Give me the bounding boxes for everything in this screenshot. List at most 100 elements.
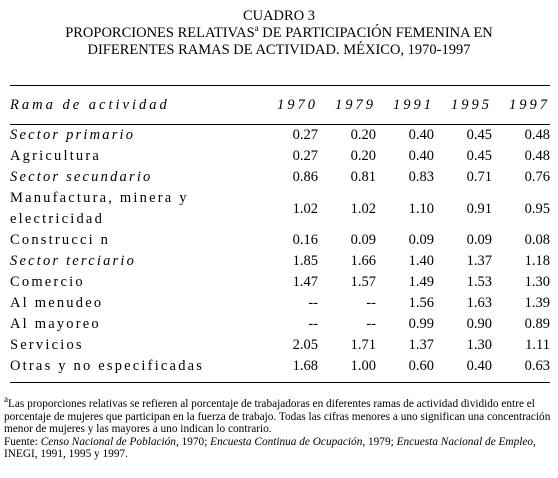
column-header: 1995 <box>434 85 492 125</box>
source-part: , INEGI, 1991, 1995 y 1997. <box>4 435 536 461</box>
cell: 0.40 <box>408 127 434 143</box>
row-label: Manufactura, minera y electricidad <box>10 188 260 230</box>
cell: -- <box>308 316 318 332</box>
table-row: Manufactura, minera y electricidad 1.02 1.0… <box>10 188 550 230</box>
cell: 1.85 <box>292 253 318 269</box>
cell: 1.57 <box>350 274 376 290</box>
row-label: Al menudeo <box>10 295 104 311</box>
cell: 0.83 <box>408 169 434 185</box>
title-marker: a <box>254 23 259 34</box>
cell: 0.48 <box>524 148 550 164</box>
cell: 1.00 <box>318 356 376 383</box>
cell: 1.39 <box>524 295 550 311</box>
footnote-text: Las proporciones relativas se refieren a… <box>4 398 551 435</box>
cell: 0.09 <box>408 232 434 248</box>
table-row: Al mayoreo -- -- 0.99 0.90 0.89 <box>10 314 550 335</box>
cell: -- <box>308 295 318 311</box>
cell: 1.68 <box>260 356 318 383</box>
row-label: Sector primario <box>10 127 136 143</box>
cell: 0.09 <box>350 232 376 248</box>
cell: 0.27 <box>292 148 318 164</box>
cell: 0.99 <box>408 316 434 332</box>
cell: 1.63 <box>466 295 492 311</box>
row-label: Sector secundario <box>10 169 153 185</box>
cell: 1.02 <box>350 200 376 217</box>
column-header: 1997 <box>492 85 550 125</box>
table-row: Sector primario 0.27 0.20 0.40 0.45 0.48 <box>10 125 550 147</box>
cell: 0.86 <box>292 169 318 185</box>
table-row: Servicios 2.05 1.71 1.37 1.30 1.11 <box>10 335 550 356</box>
cell: 0.09 <box>466 232 492 248</box>
table-row: Sector secundario 0.86 0.81 0.83 0.71 0.76 <box>10 167 550 188</box>
column-header: 1991 <box>376 85 434 125</box>
cell: 1.37 <box>466 253 492 269</box>
row-label: Al mayoreo <box>10 316 101 332</box>
column-header: 1979 <box>318 85 376 125</box>
title-line: DIFERENTES RAMAS DE ACTIVIDAD. MÉXICO, 1… <box>87 42 471 58</box>
row-label: Servicios <box>10 337 84 353</box>
cell: 0.40 <box>408 148 434 164</box>
cell: 1.40 <box>408 253 434 269</box>
cell: 1.71 <box>350 337 376 353</box>
cell: 2.05 <box>292 337 318 353</box>
cell: 0.20 <box>350 148 376 164</box>
source-part: Encuesta Nacional de Empleo <box>396 435 534 448</box>
title-text: PROPORCIONES RELATIVAS <box>65 25 255 41</box>
cell: 1.49 <box>408 274 434 290</box>
source-part: Fuente: <box>4 435 41 448</box>
cell: 1.18 <box>524 253 550 269</box>
cell: 0.16 <box>292 232 318 248</box>
cell: 1.47 <box>292 274 318 290</box>
table-row: Otras y no especificadas 1.68 1.00 0.60 0.40… <box>10 356 550 383</box>
header-row: Rama de actividad 1970 1979 1991 1995 1997 <box>10 85 550 125</box>
row-label-line: electricidad <box>10 211 105 227</box>
row-label-line: Manufactura, minera y <box>10 190 189 206</box>
cell: 1.53 <box>466 274 492 290</box>
row-label: Agricultura <box>10 148 102 164</box>
cell: 0.20 <box>350 127 376 143</box>
cell: 0.27 <box>292 127 318 143</box>
source-part: Censo Nacional de Población <box>40 435 176 448</box>
cell: 1.37 <box>408 337 434 353</box>
footnote-marker: a <box>4 394 8 405</box>
notes: aLas proporciones relativas se refieren … <box>4 395 554 461</box>
cell: 0.45 <box>466 127 492 143</box>
table-row: Construcci n 0.16 0.09 0.09 0.09 0.08 <box>10 230 550 251</box>
source-part: , 1970; <box>175 435 211 448</box>
cell: 0.60 <box>376 356 434 383</box>
cell: 1.10 <box>408 200 434 217</box>
cell: 0.08 <box>524 232 550 248</box>
cell: 0.40 <box>434 356 492 383</box>
cell: 0.63 <box>492 356 550 383</box>
data-table: Rama de actividad 1970 1979 1991 1995 1997 Sec… <box>10 85 550 383</box>
table-row: Agricultura 0.27 0.20 0.40 0.45 0.48 <box>10 146 550 167</box>
row-label: Comercio <box>10 274 85 290</box>
cell: 0.76 <box>524 169 550 185</box>
column-header: Rama de actividad <box>10 85 260 125</box>
footnote: aLas proporciones relativas se refieren … <box>4 395 554 436</box>
cell: 1.56 <box>408 295 434 311</box>
cell: 1.11 <box>525 337 550 353</box>
row-label: Otras y no especificadas <box>10 356 260 383</box>
title-text: DE PARTICIPACIÓN FEMENINA EN <box>258 25 493 41</box>
cell: 1.30 <box>466 337 492 353</box>
cell: 0.71 <box>466 169 492 185</box>
cell: 1.02 <box>292 200 318 217</box>
row-label: Sector terciario <box>10 253 137 269</box>
row-label: Construcci n <box>10 232 111 248</box>
cell: 0.81 <box>350 169 376 185</box>
title-line: PROPORCIONES RELATIVASa DE PARTICIPACIÓN… <box>0 23 558 42</box>
cell: 1.66 <box>350 253 376 269</box>
table-row: Comercio 1.47 1.57 1.49 1.53 1.30 <box>10 272 550 293</box>
table-label: CUADRO 3 <box>242 8 316 24</box>
cell: 0.95 <box>524 200 550 217</box>
cell: 0.45 <box>466 148 492 164</box>
column-header: 1970 <box>260 85 318 125</box>
cell: 0.89 <box>524 316 550 332</box>
cell: -- <box>366 295 376 311</box>
cell: 0.91 <box>466 200 492 217</box>
cell: 1.30 <box>524 274 550 290</box>
table-row: Sector terciario 1.85 1.66 1.40 1.37 1.18 <box>10 251 550 272</box>
source: Fuente: Censo Nacional de Población, 197… <box>4 436 554 461</box>
